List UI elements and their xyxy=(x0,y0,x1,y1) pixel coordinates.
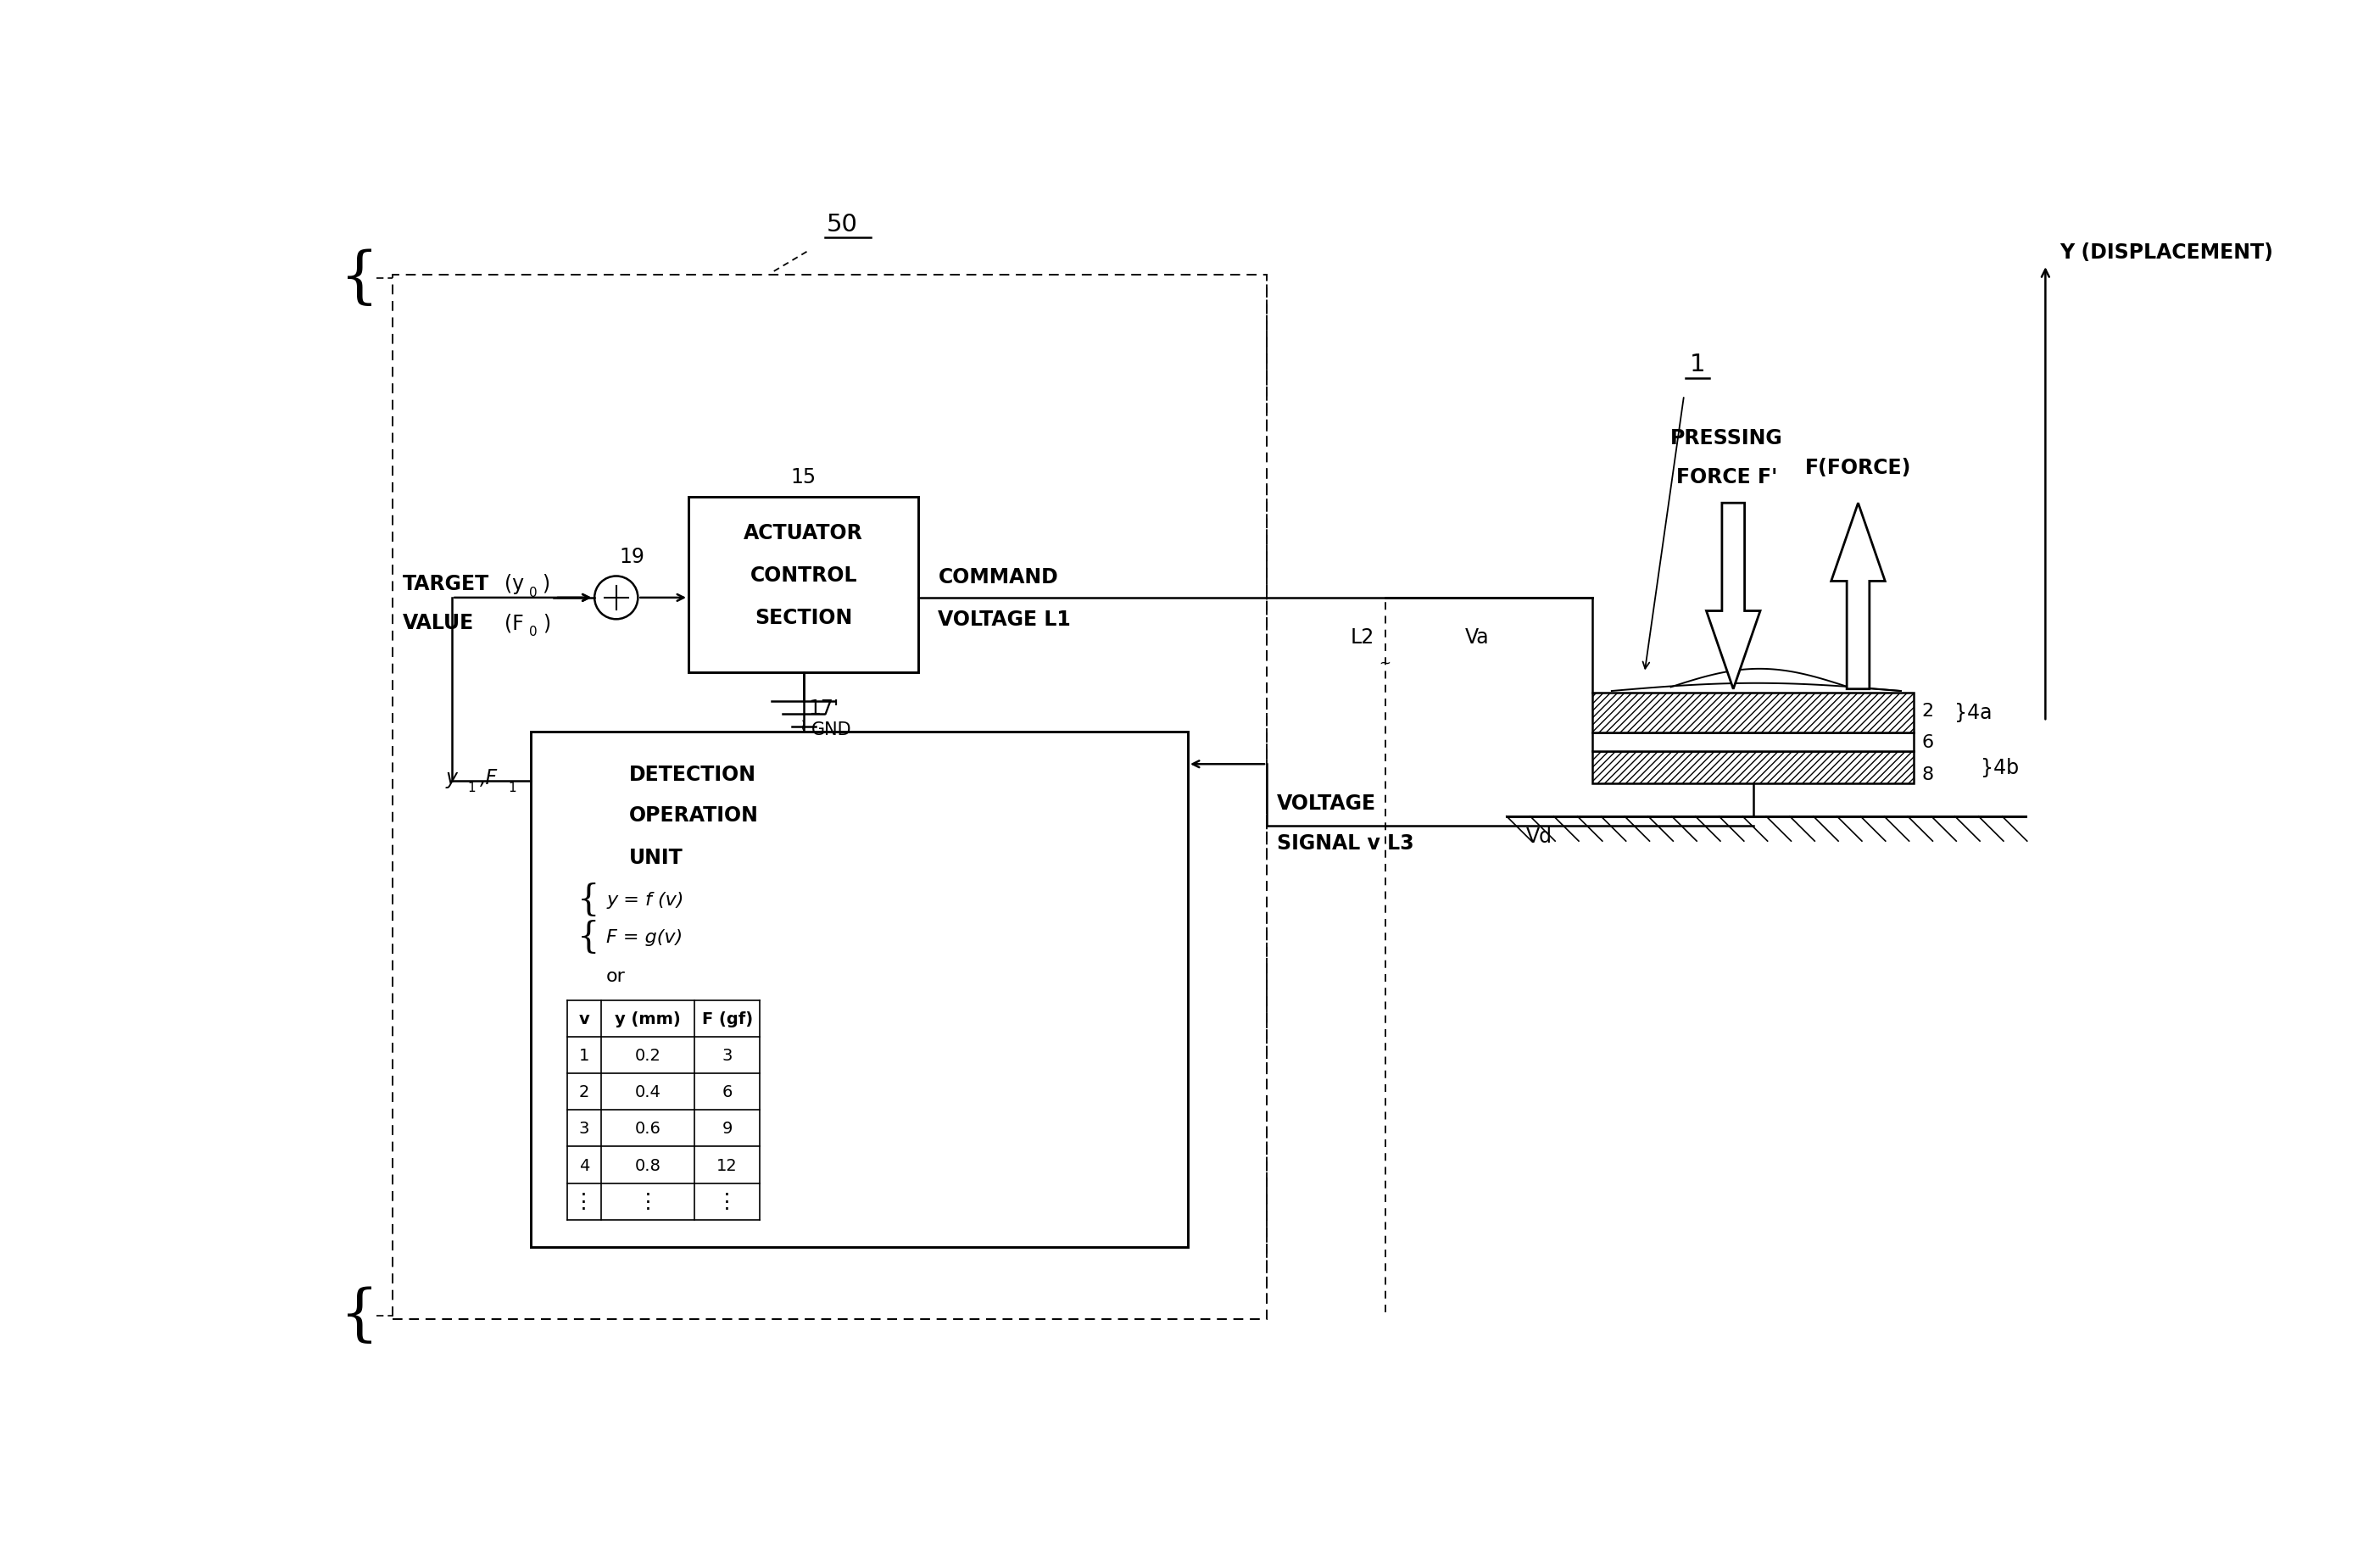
Text: ⋮: ⋮ xyxy=(716,1191,738,1211)
Text: ACTUATOR: ACTUATOR xyxy=(745,522,864,543)
Bar xyxy=(531,731,1188,1247)
Text: 2: 2 xyxy=(578,1084,590,1101)
Text: 0: 0 xyxy=(528,586,538,599)
Text: ~: ~ xyxy=(1378,656,1390,670)
Text: or: or xyxy=(607,968,626,985)
Text: Vd: Vd xyxy=(1526,826,1552,847)
Text: VOLTAGE L1: VOLTAGE L1 xyxy=(938,610,1071,630)
Text: DETECTION: DETECTION xyxy=(628,764,757,784)
Text: CONTROL: CONTROL xyxy=(750,564,857,586)
Text: SIGNAL v L3: SIGNAL v L3 xyxy=(1276,833,1414,853)
Text: 1: 1 xyxy=(466,781,476,794)
Text: L2: L2 xyxy=(1349,627,1373,647)
Text: 1: 1 xyxy=(1690,352,1704,376)
Text: F(FORCE): F(FORCE) xyxy=(1804,457,1911,477)
Text: F (gf): F (gf) xyxy=(702,1010,752,1027)
Text: OPERATION: OPERATION xyxy=(628,804,759,826)
Text: 3: 3 xyxy=(578,1121,590,1137)
Bar xyxy=(1592,692,1914,733)
Bar xyxy=(1592,733,1914,751)
Text: Va: Va xyxy=(1464,627,1490,647)
Text: 0.6: 0.6 xyxy=(635,1121,662,1137)
Text: SECTION: SECTION xyxy=(754,608,852,628)
Text: VOLTAGE: VOLTAGE xyxy=(1276,794,1376,814)
Text: 12: 12 xyxy=(716,1157,738,1172)
Text: ): ) xyxy=(543,574,550,594)
Text: (y: (y xyxy=(505,574,524,594)
Text: }4b: }4b xyxy=(1980,758,2018,778)
Text: y: y xyxy=(445,767,457,787)
Text: 15: 15 xyxy=(790,466,816,486)
Text: FORCE F': FORCE F' xyxy=(1676,468,1778,488)
Text: Y (DISPLACEMENT): Y (DISPLACEMENT) xyxy=(2059,242,2273,262)
Text: TARGET: TARGET xyxy=(402,574,490,594)
Text: y = f (v): y = f (v) xyxy=(607,892,683,909)
Text: {: { xyxy=(340,248,378,309)
Text: 19: 19 xyxy=(619,547,645,567)
Bar xyxy=(688,497,919,673)
Text: (F: (F xyxy=(505,613,524,633)
Text: COMMAND: COMMAND xyxy=(938,567,1059,588)
Text: UNIT: UNIT xyxy=(628,847,683,867)
Text: 1: 1 xyxy=(578,1048,590,1063)
Bar xyxy=(393,274,1266,1319)
Text: GND: GND xyxy=(812,720,852,737)
Text: {: { xyxy=(340,1286,378,1345)
Text: v: v xyxy=(578,1010,590,1027)
Polygon shape xyxy=(1830,504,1885,689)
Text: 1: 1 xyxy=(507,781,516,794)
Text: 50: 50 xyxy=(826,212,857,235)
Text: PRESSING: PRESSING xyxy=(1671,429,1783,449)
Text: 4: 4 xyxy=(578,1157,590,1172)
Text: ): ) xyxy=(543,613,550,633)
Text: {: { xyxy=(578,882,600,918)
Text: 8: 8 xyxy=(1923,765,1935,783)
Text: 2: 2 xyxy=(1923,703,1935,719)
Text: 6: 6 xyxy=(721,1084,733,1101)
Text: 9: 9 xyxy=(721,1121,733,1137)
Text: 6: 6 xyxy=(1923,734,1935,751)
Bar xyxy=(1592,751,1914,784)
Text: 3: 3 xyxy=(721,1048,733,1063)
Text: 0: 0 xyxy=(528,625,538,638)
Text: VALUE: VALUE xyxy=(402,613,474,633)
Text: {: { xyxy=(578,920,600,956)
Text: ,F: ,F xyxy=(478,767,497,787)
Text: ~: ~ xyxy=(795,716,812,730)
Text: 0.8: 0.8 xyxy=(635,1157,662,1172)
Text: ⋮: ⋮ xyxy=(638,1191,659,1211)
Text: ⋮: ⋮ xyxy=(574,1191,595,1211)
Text: 17': 17' xyxy=(809,698,840,719)
Polygon shape xyxy=(1706,504,1761,689)
Text: F = g(v): F = g(v) xyxy=(607,929,683,946)
Text: 0.2: 0.2 xyxy=(635,1048,662,1063)
Text: }4a: }4a xyxy=(1954,703,1992,723)
Text: 0.4: 0.4 xyxy=(635,1084,662,1101)
Text: y (mm): y (mm) xyxy=(614,1010,681,1027)
